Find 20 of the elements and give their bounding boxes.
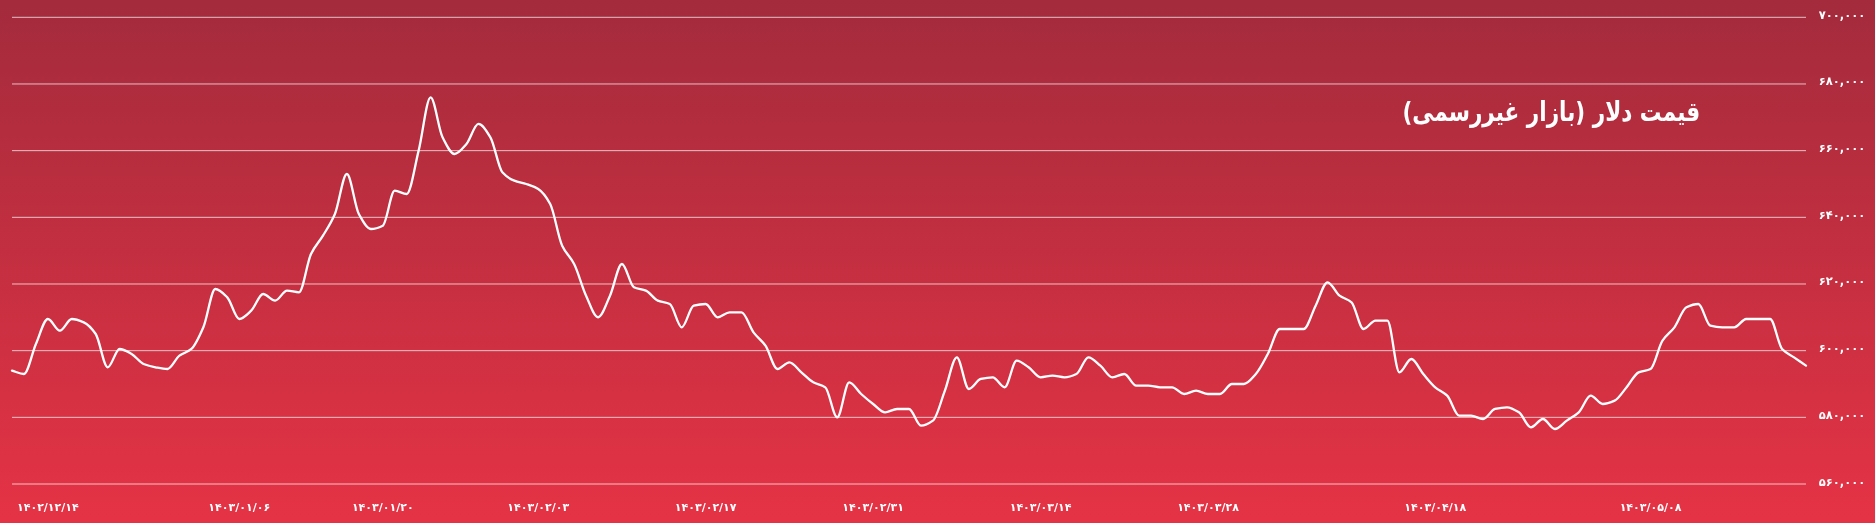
text: قیمت دلار (بازار غیررسمی): [1402, 96, 1700, 129]
x-tick-label: ۱۴۰۳/۰۴/۱۸: [1404, 501, 1467, 514]
x-tick-label: ۱۴۰۳/۰۳/۱۴: [1009, 501, 1072, 514]
x-tick-label: ۱۴۰۳/۰۵/۰۸: [1619, 501, 1682, 514]
x-tick-label: ۱۴۰۳/۰۲/۳۱: [842, 501, 904, 514]
y-tick-label: ۵۸۰,۰۰۰: [1818, 407, 1866, 422]
y-tick-label: ۶۰۰,۰۰۰: [1818, 341, 1866, 356]
x-tick-label: ۱۴۰۳/۰۱/۲۰: [351, 501, 414, 514]
x-tick-label: ۱۴۰۳/۰۳/۲۸: [1177, 501, 1240, 514]
y-tick-label: ۶۲۰,۰۰۰: [1818, 274, 1866, 289]
x-tick-label: ۱۴۰۲/۱۲/۱۴: [17, 501, 80, 514]
y-tick-label: ۶۶۰,۰۰۰: [1818, 141, 1866, 156]
y-tick-label: ۵۶۰,۰۰۰: [1818, 474, 1866, 489]
y-tick-label: ۷۰۰,۰۰۰: [1818, 7, 1866, 22]
x-tick-label: ۱۴۰۳/۰۲/۱۷: [674, 501, 737, 514]
x-tick-label: ۱۴۰۳/۰۲/۰۳: [507, 501, 570, 514]
y-tick-label: ۶۴۰,۰۰۰: [1818, 207, 1866, 222]
x-tick-label: ۱۴۰۳/۰۱/۰۶: [208, 501, 271, 514]
line-series: [10, 96, 1808, 431]
y-tick-label: ۶۸۰,۰۰۰: [1818, 74, 1866, 89]
